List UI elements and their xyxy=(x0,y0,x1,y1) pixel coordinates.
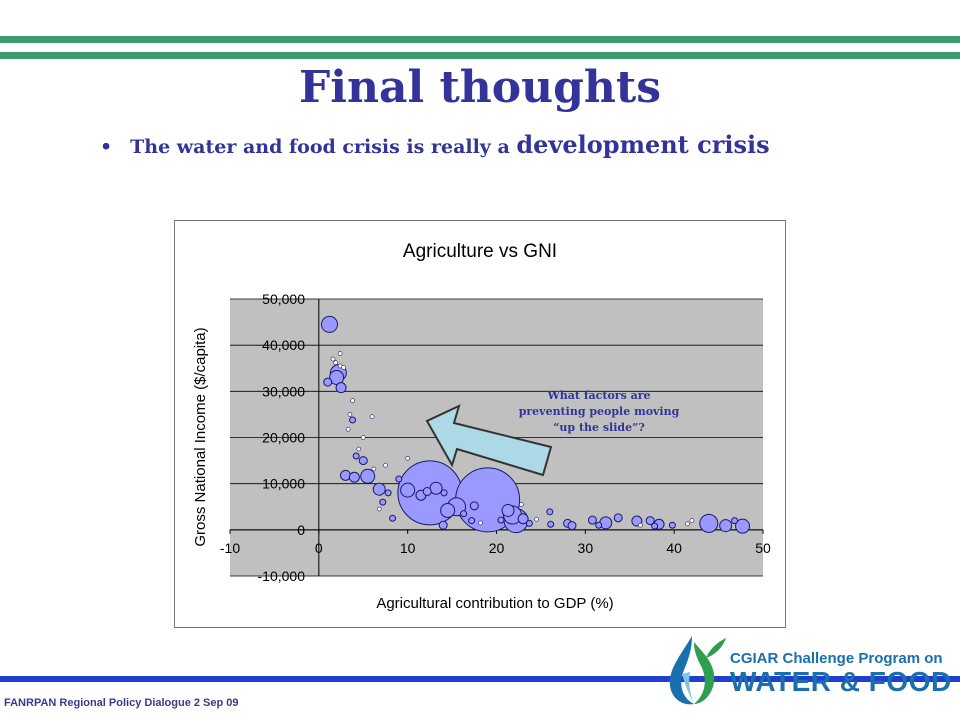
data-point xyxy=(519,502,524,507)
x-tick-label: 50 xyxy=(755,540,771,556)
data-point xyxy=(360,435,366,440)
data-point xyxy=(468,517,476,525)
annotation-text: preventing people moving xyxy=(519,405,680,418)
data-point xyxy=(497,516,505,524)
data-point xyxy=(469,501,479,511)
footer-text: FANRPAN Regional Policy Dialogue 2 Sep 0… xyxy=(4,697,239,709)
data-point xyxy=(587,515,597,525)
logo-line2: WATER & FOOD xyxy=(730,666,952,697)
data-point xyxy=(369,414,375,420)
bottom-blue-bar xyxy=(0,676,960,682)
bullet-emphasis: development crisis xyxy=(516,130,770,159)
data-point xyxy=(668,521,676,529)
data-point xyxy=(345,426,351,432)
data-point xyxy=(735,518,751,534)
y-tick-label: -10,000 xyxy=(258,568,306,584)
data-point xyxy=(383,462,388,468)
x-tick-label: 0 xyxy=(315,540,323,556)
chart-container: Agriculture vs GNI 50,000 40,000 30,000 20,0… xyxy=(174,220,786,628)
bullet-text: The water and food crisis is really a xyxy=(130,136,517,158)
data-point xyxy=(546,508,554,516)
data-point xyxy=(372,482,386,496)
data-point xyxy=(689,518,695,523)
data-point xyxy=(429,481,443,495)
y-axis-label: Gross National Income ($/capita) xyxy=(192,327,209,546)
annotation-text: “up the slide”? xyxy=(553,421,645,434)
slide-title: Final thoughts xyxy=(299,62,661,113)
data-point xyxy=(405,455,410,461)
top-green-bar-2 xyxy=(0,52,960,59)
y-tick-label: 30,000 xyxy=(262,383,305,399)
x-tick-label: 10 xyxy=(400,540,416,556)
data-point xyxy=(352,452,360,460)
data-point xyxy=(349,416,357,424)
logo-line1: CGIAR Challenge Program on xyxy=(730,650,943,667)
scatter-chart: Agriculture vs GNI 50,000 40,000 30,000 20,0… xyxy=(192,241,771,612)
data-point xyxy=(595,521,603,529)
data-point xyxy=(517,513,529,525)
y-tick-label: 50,000 xyxy=(262,291,305,307)
data-point xyxy=(501,503,515,517)
data-point xyxy=(330,356,336,362)
cgiar-logo: CGIAR Challenge Program on WATER & FOOD xyxy=(660,628,951,708)
data-point xyxy=(478,520,483,526)
x-tick-label: -10 xyxy=(220,540,240,556)
data-point xyxy=(699,513,719,533)
data-point xyxy=(350,398,355,403)
data-point xyxy=(422,487,432,497)
annotation-arrow xyxy=(425,404,553,477)
data-point xyxy=(440,489,448,497)
y-tick-label: 20,000 xyxy=(262,430,305,446)
data-point xyxy=(460,510,468,518)
x-tick-label: 40 xyxy=(666,540,682,556)
data-point xyxy=(339,469,351,481)
data-point xyxy=(358,456,368,466)
data-point xyxy=(376,506,382,512)
data-point xyxy=(685,521,690,527)
data-point xyxy=(395,475,403,483)
data-point xyxy=(333,360,339,366)
data-point xyxy=(379,498,387,506)
data-point xyxy=(438,520,448,530)
data-point xyxy=(534,516,539,522)
data-point xyxy=(360,468,376,484)
bullet-point: • The water and food crisis is really a d… xyxy=(100,130,770,159)
data-point xyxy=(389,514,397,522)
data-point xyxy=(323,377,333,387)
x-tick-label: 20 xyxy=(489,540,505,556)
data-point xyxy=(356,446,362,452)
data-point xyxy=(371,466,377,472)
top-green-bar-1 xyxy=(0,36,960,43)
data-point xyxy=(567,521,577,531)
data-point xyxy=(348,471,360,483)
data-point xyxy=(731,517,739,525)
data-point xyxy=(440,502,456,518)
data-point xyxy=(335,382,347,394)
data-point xyxy=(645,516,655,526)
data-point xyxy=(341,365,347,370)
x-tick-label: 30 xyxy=(578,540,594,556)
bullet-dot: • xyxy=(100,136,113,158)
data-point xyxy=(400,482,416,498)
chart-title: Agriculture vs GNI xyxy=(403,241,557,262)
data-point xyxy=(651,522,659,530)
y-tick-label: 10,000 xyxy=(262,476,305,492)
data-point xyxy=(337,351,343,356)
annotation-text: What factors are xyxy=(546,389,650,402)
data-point xyxy=(719,519,733,533)
data-point xyxy=(347,412,353,417)
data-point xyxy=(525,519,533,527)
data-point xyxy=(384,489,392,497)
water-drop-leaf-icon xyxy=(669,636,726,705)
data-point xyxy=(547,520,555,528)
y-tick-label: 40,000 xyxy=(262,337,305,353)
x-axis-label: Agricultural contribution to GDP (%) xyxy=(376,595,613,612)
data-point xyxy=(638,522,643,528)
data-point xyxy=(613,513,623,523)
data-point xyxy=(320,315,338,333)
